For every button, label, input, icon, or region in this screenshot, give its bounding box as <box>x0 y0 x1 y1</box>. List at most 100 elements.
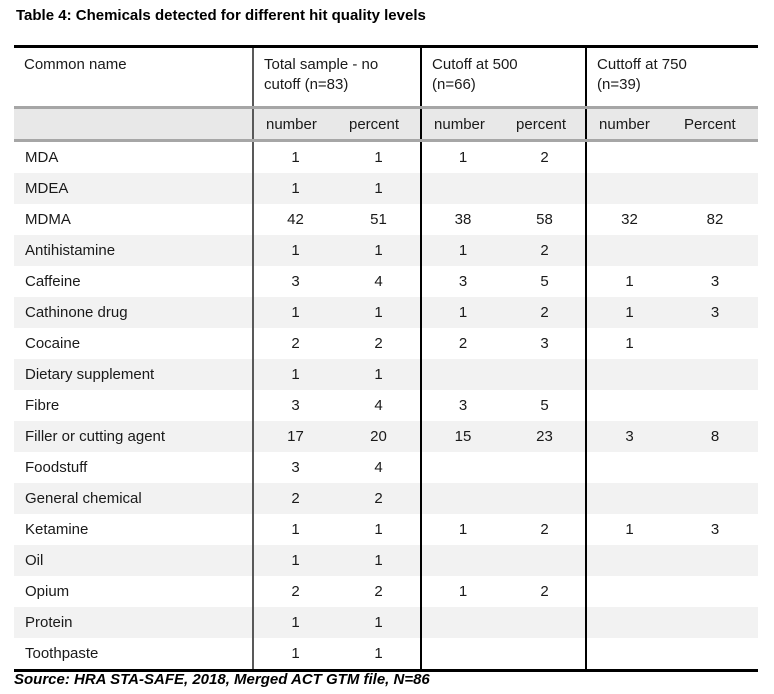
value-cell <box>672 483 758 514</box>
value-cell: 1 <box>585 297 673 328</box>
sub-header-750-percent: Percent <box>672 106 759 142</box>
value-cell: 2 <box>540 521 549 538</box>
value-cell <box>420 483 505 514</box>
chemical-name-cell: Fibre <box>25 397 60 414</box>
value-cell: 51 <box>370 211 387 228</box>
value-cell <box>672 173 758 204</box>
group-header-cutoff-500: Cutoff at 500 (n=66) <box>420 46 587 108</box>
value-cell: 1 <box>585 514 673 545</box>
value-cell: 3 <box>252 266 337 297</box>
value-cell: 2 <box>420 328 505 359</box>
chemicals-table: Common name Total sample - no cutoff (n=… <box>14 45 759 672</box>
chemical-name-cell: MDA <box>25 149 59 166</box>
value-cell: 1 <box>374 552 383 569</box>
value-cell <box>585 483 673 514</box>
value-cell: 8 <box>710 428 720 445</box>
sub-header-row: number percent number percent number Per… <box>14 106 759 142</box>
table-row: Protein 1 1 <box>14 607 759 638</box>
table-row: Oil 1 1 <box>14 545 759 576</box>
value-cell: 4 <box>374 273 383 290</box>
value-cell: 1 <box>374 366 383 383</box>
value-cell <box>672 328 758 359</box>
value-cell: 1 <box>252 359 337 390</box>
value-cell <box>672 390 758 421</box>
value-cell <box>585 638 673 671</box>
value-cell: 1 <box>420 235 505 266</box>
value-cell <box>420 359 505 390</box>
chemical-name-cell: Antihistamine <box>25 242 116 259</box>
value-cell: 2 <box>540 583 549 600</box>
value-cell: 2 <box>540 304 549 321</box>
value-cell: 4 <box>374 397 383 414</box>
value-cell <box>672 607 758 638</box>
value-cell: 58 <box>536 211 553 228</box>
chemical-name-cell: Cocaine <box>25 335 81 352</box>
value-cell: 3 <box>585 421 673 452</box>
value-cell: 3 <box>540 335 549 352</box>
value-cell: 3 <box>710 521 720 538</box>
chemical-name-cell: MDMA <box>25 211 71 228</box>
value-cell <box>420 452 505 483</box>
table-row: General chemical 2 2 <box>14 483 759 514</box>
value-cell <box>585 576 673 607</box>
value-cell: 1 <box>374 149 383 166</box>
value-cell: 15 <box>420 421 505 452</box>
value-cell: 1 <box>374 242 383 259</box>
value-cell: 1 <box>420 297 505 328</box>
value-cell: 2 <box>374 490 383 507</box>
value-cell: 1 <box>252 173 337 204</box>
value-cell <box>672 576 758 607</box>
value-cell: 1 <box>252 607 337 638</box>
value-cell: 3 <box>252 390 337 421</box>
value-cell: 1 <box>374 614 383 631</box>
sub-header-500-percent: percent <box>504 106 587 142</box>
value-cell <box>585 545 673 576</box>
value-cell: 2 <box>252 576 337 607</box>
value-cell: 1 <box>420 576 505 607</box>
value-cell <box>672 235 758 266</box>
value-cell <box>585 359 673 390</box>
chemical-name-cell: MDEA <box>25 180 69 197</box>
value-cell: 2 <box>252 483 337 514</box>
source-note: Source: HRA STA-SAFE, 2018, Merged ACT G… <box>14 671 430 688</box>
value-cell <box>420 545 505 576</box>
value-cell: 1 <box>374 521 383 538</box>
value-cell: 5 <box>540 397 549 414</box>
value-cell <box>504 638 586 671</box>
value-cell <box>585 173 673 204</box>
chemical-name-cell: General chemical <box>25 490 142 507</box>
table-row: Opium 2 2 1 2 <box>14 576 758 607</box>
group-header-cutoff-750: Cuttoff at 750 (n=39) <box>585 46 759 108</box>
sub-header-total-percent: percent <box>337 106 422 142</box>
value-cell <box>585 607 673 638</box>
value-cell <box>504 359 586 390</box>
value-cell: 4 <box>374 459 383 476</box>
value-cell <box>420 173 505 204</box>
table-row: MDEA 1 1 <box>14 173 759 204</box>
value-cell: 2 <box>374 583 383 600</box>
value-cell: 17 <box>252 421 337 452</box>
table-row: Antihistamine 1 1 1 2 <box>14 235 759 266</box>
table-row: MDA 1 1 1 2 <box>14 140 758 173</box>
value-cell <box>420 638 505 671</box>
value-cell <box>585 235 673 266</box>
chemical-name-cell: Cathinone drug <box>25 304 128 321</box>
value-cell <box>504 483 586 514</box>
chemical-name-cell: Oil <box>25 552 44 569</box>
value-cell: 1 <box>252 514 337 545</box>
value-cell <box>504 607 586 638</box>
value-cell: 1 <box>252 140 337 173</box>
value-cell: 1 <box>252 297 337 328</box>
value-cell <box>585 140 673 173</box>
group-header-row: Common name Total sample - no cutoff (n=… <box>14 46 759 108</box>
value-cell <box>585 452 673 483</box>
value-cell <box>420 607 505 638</box>
chemical-name-cell: Opium <box>25 583 70 600</box>
value-cell: 2 <box>374 335 383 352</box>
table-row: Caffeine 3 4 3 5 1 3 <box>14 266 758 297</box>
value-cell: 38 <box>420 204 505 235</box>
chemical-name-cell: Ketamine <box>25 521 89 538</box>
value-cell: 2 <box>540 149 549 166</box>
value-cell: 5 <box>540 273 549 290</box>
